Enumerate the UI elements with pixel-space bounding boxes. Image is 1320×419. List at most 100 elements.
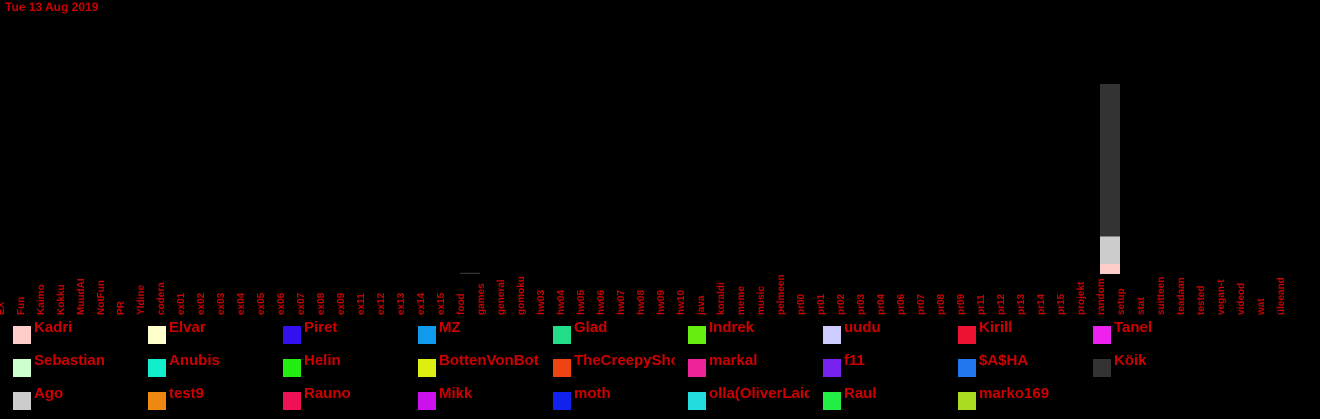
legend-label: marko169	[979, 385, 1050, 402]
legend-item: Rauno	[270, 382, 405, 415]
x-tick-label: pr03	[856, 293, 867, 315]
legend-label: TheCreepySho	[574, 352, 675, 369]
legend-item: uudu	[810, 316, 945, 349]
legend-swatch	[823, 392, 841, 410]
bar-chart: EX Fun Kaimo Kokku MuudAI NotFun PR Yldine coder…	[0, 84, 1287, 316]
x-tick-label: ex05	[256, 292, 267, 315]
date-label: Tue 13 Aug 2019	[5, 0, 99, 14]
legend-label: MZ	[439, 319, 461, 336]
legend-swatch	[958, 359, 976, 377]
legend-label: Glad	[574, 319, 608, 336]
x-tick-label: ex12	[376, 292, 387, 315]
legend-item: Raul	[810, 382, 945, 415]
x-tick-label: pr02	[836, 293, 847, 315]
x-tick-label: MuudAI	[76, 278, 87, 315]
x-tick-label: ex14	[416, 292, 427, 315]
legend-item: test9	[135, 382, 270, 415]
x-tick-label: ex04	[236, 292, 247, 315]
x-tick-label: ex06	[276, 292, 287, 315]
legend-item: $A$HA	[945, 349, 1080, 382]
bar-segment	[1100, 264, 1120, 274]
x-tick-label: hw05	[576, 290, 587, 315]
legend-swatch	[283, 359, 301, 377]
x-tick-label: pr14	[1036, 293, 1047, 315]
x-tick-label: random	[1096, 278, 1107, 315]
x-tick-label: ex02	[196, 292, 207, 315]
legend-swatch	[688, 359, 706, 377]
legend-label: Piret	[304, 319, 338, 336]
legend-swatch	[283, 392, 301, 410]
legend-item: Piret	[270, 316, 405, 349]
legend-item: marko169	[945, 382, 1080, 415]
x-tick-label: EX	[0, 301, 7, 315]
legend-swatch	[13, 359, 31, 377]
x-tick-label: pr06	[896, 293, 907, 315]
legend-item: moth	[540, 382, 675, 415]
bars-group	[460, 84, 1120, 274]
x-tick-label: tested	[1196, 286, 1207, 315]
x-tick-label: ex13	[396, 292, 407, 315]
bar-segment	[1100, 236, 1120, 264]
legend-label: moth	[574, 385, 611, 402]
legend-label: Kadri	[34, 319, 73, 336]
legend-label: Kirill	[979, 319, 1013, 336]
x-tick-label: koraldi	[716, 282, 727, 315]
x-tick-label: hw03	[536, 290, 547, 315]
legend-item: Elvar	[135, 316, 270, 349]
x-tick-label: codera	[156, 282, 167, 315]
x-tick-label: pr11	[976, 294, 987, 315]
legend-swatch	[1093, 326, 1111, 344]
legend-item: olla(OliverLaid	[675, 382, 810, 415]
legend-label: Tanel	[1114, 319, 1153, 336]
legend-item: Indrek	[675, 316, 810, 349]
legend-label: markal	[709, 352, 758, 369]
legend-label: $A$HA	[979, 352, 1029, 369]
legend-label: Elvar	[169, 319, 206, 336]
x-tick-label: pr12	[996, 293, 1007, 315]
x-tick-label: ex09	[336, 292, 347, 315]
x-tick-label: suitteen	[1156, 277, 1167, 315]
x-tick-label: hw04	[556, 290, 567, 315]
x-tick-label: pr00	[796, 293, 807, 315]
legend-swatch	[823, 326, 841, 344]
legend-item: BottenVonBot	[405, 349, 540, 382]
legend: Kadri Elvar Piret MZ Glad Indrek uudu Kirill Tan…	[0, 316, 1320, 419]
legend-swatch	[148, 392, 166, 410]
legend-swatch	[283, 326, 301, 344]
legend-swatch	[553, 326, 571, 344]
x-tick-label: Kokku	[56, 284, 67, 315]
legend-swatch	[553, 392, 571, 410]
x-tick-label: music	[756, 286, 767, 315]
legend-label: olla(OliverLaid	[709, 385, 810, 402]
x-tick-label: meme	[736, 286, 747, 315]
legend-item: MZ	[405, 316, 540, 349]
x-tick-label: hw06	[596, 290, 607, 315]
legend-swatch	[823, 359, 841, 377]
x-tick-label: videod	[1236, 283, 1247, 315]
legend-swatch	[13, 392, 31, 410]
x-tick-label: stat	[1136, 297, 1147, 315]
x-tick-label: pr08	[936, 293, 947, 315]
legend-swatch	[148, 359, 166, 377]
legend-item: Köik	[1080, 349, 1215, 382]
x-tick-label: NotFun	[96, 280, 107, 315]
legend-item: Tanel	[1080, 316, 1215, 349]
legend-swatch	[958, 392, 976, 410]
x-tick-label: pelmeen	[776, 274, 787, 315]
legend-item: Mikk	[405, 382, 540, 415]
legend-item: Kadri	[0, 316, 135, 349]
legend-label: BottenVonBot	[439, 352, 539, 369]
legend-swatch	[13, 326, 31, 344]
legend-item: markal	[675, 349, 810, 382]
legend-swatch	[418, 326, 436, 344]
legend-swatch	[553, 359, 571, 377]
x-tick-label: ex01	[176, 292, 187, 315]
legend-swatch	[148, 326, 166, 344]
legend-item: Helin	[270, 349, 405, 382]
x-tick-label: Yldine	[136, 285, 147, 315]
legend-label: Raul	[844, 385, 877, 402]
x-tick-label: PR	[116, 300, 127, 315]
x-tick-label: teadaan	[1176, 277, 1187, 315]
x-tick-label: ex11	[356, 293, 367, 315]
legend-item: Kirill	[945, 316, 1080, 349]
